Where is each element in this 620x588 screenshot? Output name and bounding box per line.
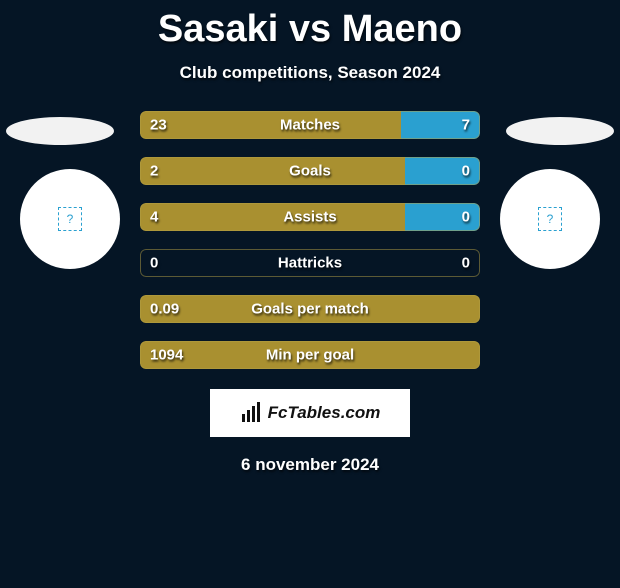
stat-row: 0.09 Goals per match	[140, 295, 480, 323]
stat-bars: 23 Matches 7 2 Goals 0 4 Assists 0 0 Hattricks 0 0.0…	[140, 111, 480, 369]
stat-row: 4 Assists 0	[140, 203, 480, 231]
stat-right-value: 0	[462, 163, 470, 180]
stat-label: Goals	[289, 163, 331, 180]
stat-label: Goals per match	[251, 301, 369, 318]
stat-row: 2 Goals 0	[140, 157, 480, 185]
player2-ellipse	[506, 117, 614, 145]
stat-left-value: 23	[150, 117, 167, 134]
logo-text: FcTables.com	[268, 403, 381, 423]
stat-left-value: 0	[150, 255, 158, 272]
placeholder-icon: ?	[538, 207, 562, 231]
stat-left-value: 2	[150, 163, 158, 180]
stat-row: 1094 Min per goal	[140, 341, 480, 369]
placeholder-icon: ?	[58, 207, 82, 231]
logo-chart-icon	[240, 402, 262, 424]
stat-label: Matches	[280, 117, 340, 134]
stat-bar-left	[140, 111, 401, 139]
page-title: Sasaki vs Maeno	[0, 8, 620, 51]
stat-label: Assists	[283, 209, 336, 226]
date-text: 6 november 2024	[0, 455, 620, 475]
player2-avatar: ?	[500, 169, 600, 269]
subtitle: Club competitions, Season 2024	[0, 63, 620, 83]
stat-left-value: 1094	[150, 347, 183, 364]
player1-avatar: ?	[20, 169, 120, 269]
stat-row: 0 Hattricks 0	[140, 249, 480, 277]
stat-label: Hattricks	[278, 255, 342, 272]
stat-right-value: 0	[462, 209, 470, 226]
player1-ellipse	[6, 117, 114, 145]
stat-bar-left	[140, 203, 405, 231]
stat-right-value: 7	[462, 117, 470, 134]
stat-left-value: 4	[150, 209, 158, 226]
stat-label: Min per goal	[266, 347, 354, 364]
logo-box: FcTables.com	[210, 389, 410, 437]
comparison-panel: ? ? 23 Matches 7 2 Goals 0 4 Assists 0 0 Hattricks…	[0, 111, 620, 475]
stat-left-value: 0.09	[150, 301, 179, 318]
stat-right-value: 0	[462, 255, 470, 272]
stat-row: 23 Matches 7	[140, 111, 480, 139]
stat-bar-left	[140, 157, 405, 185]
